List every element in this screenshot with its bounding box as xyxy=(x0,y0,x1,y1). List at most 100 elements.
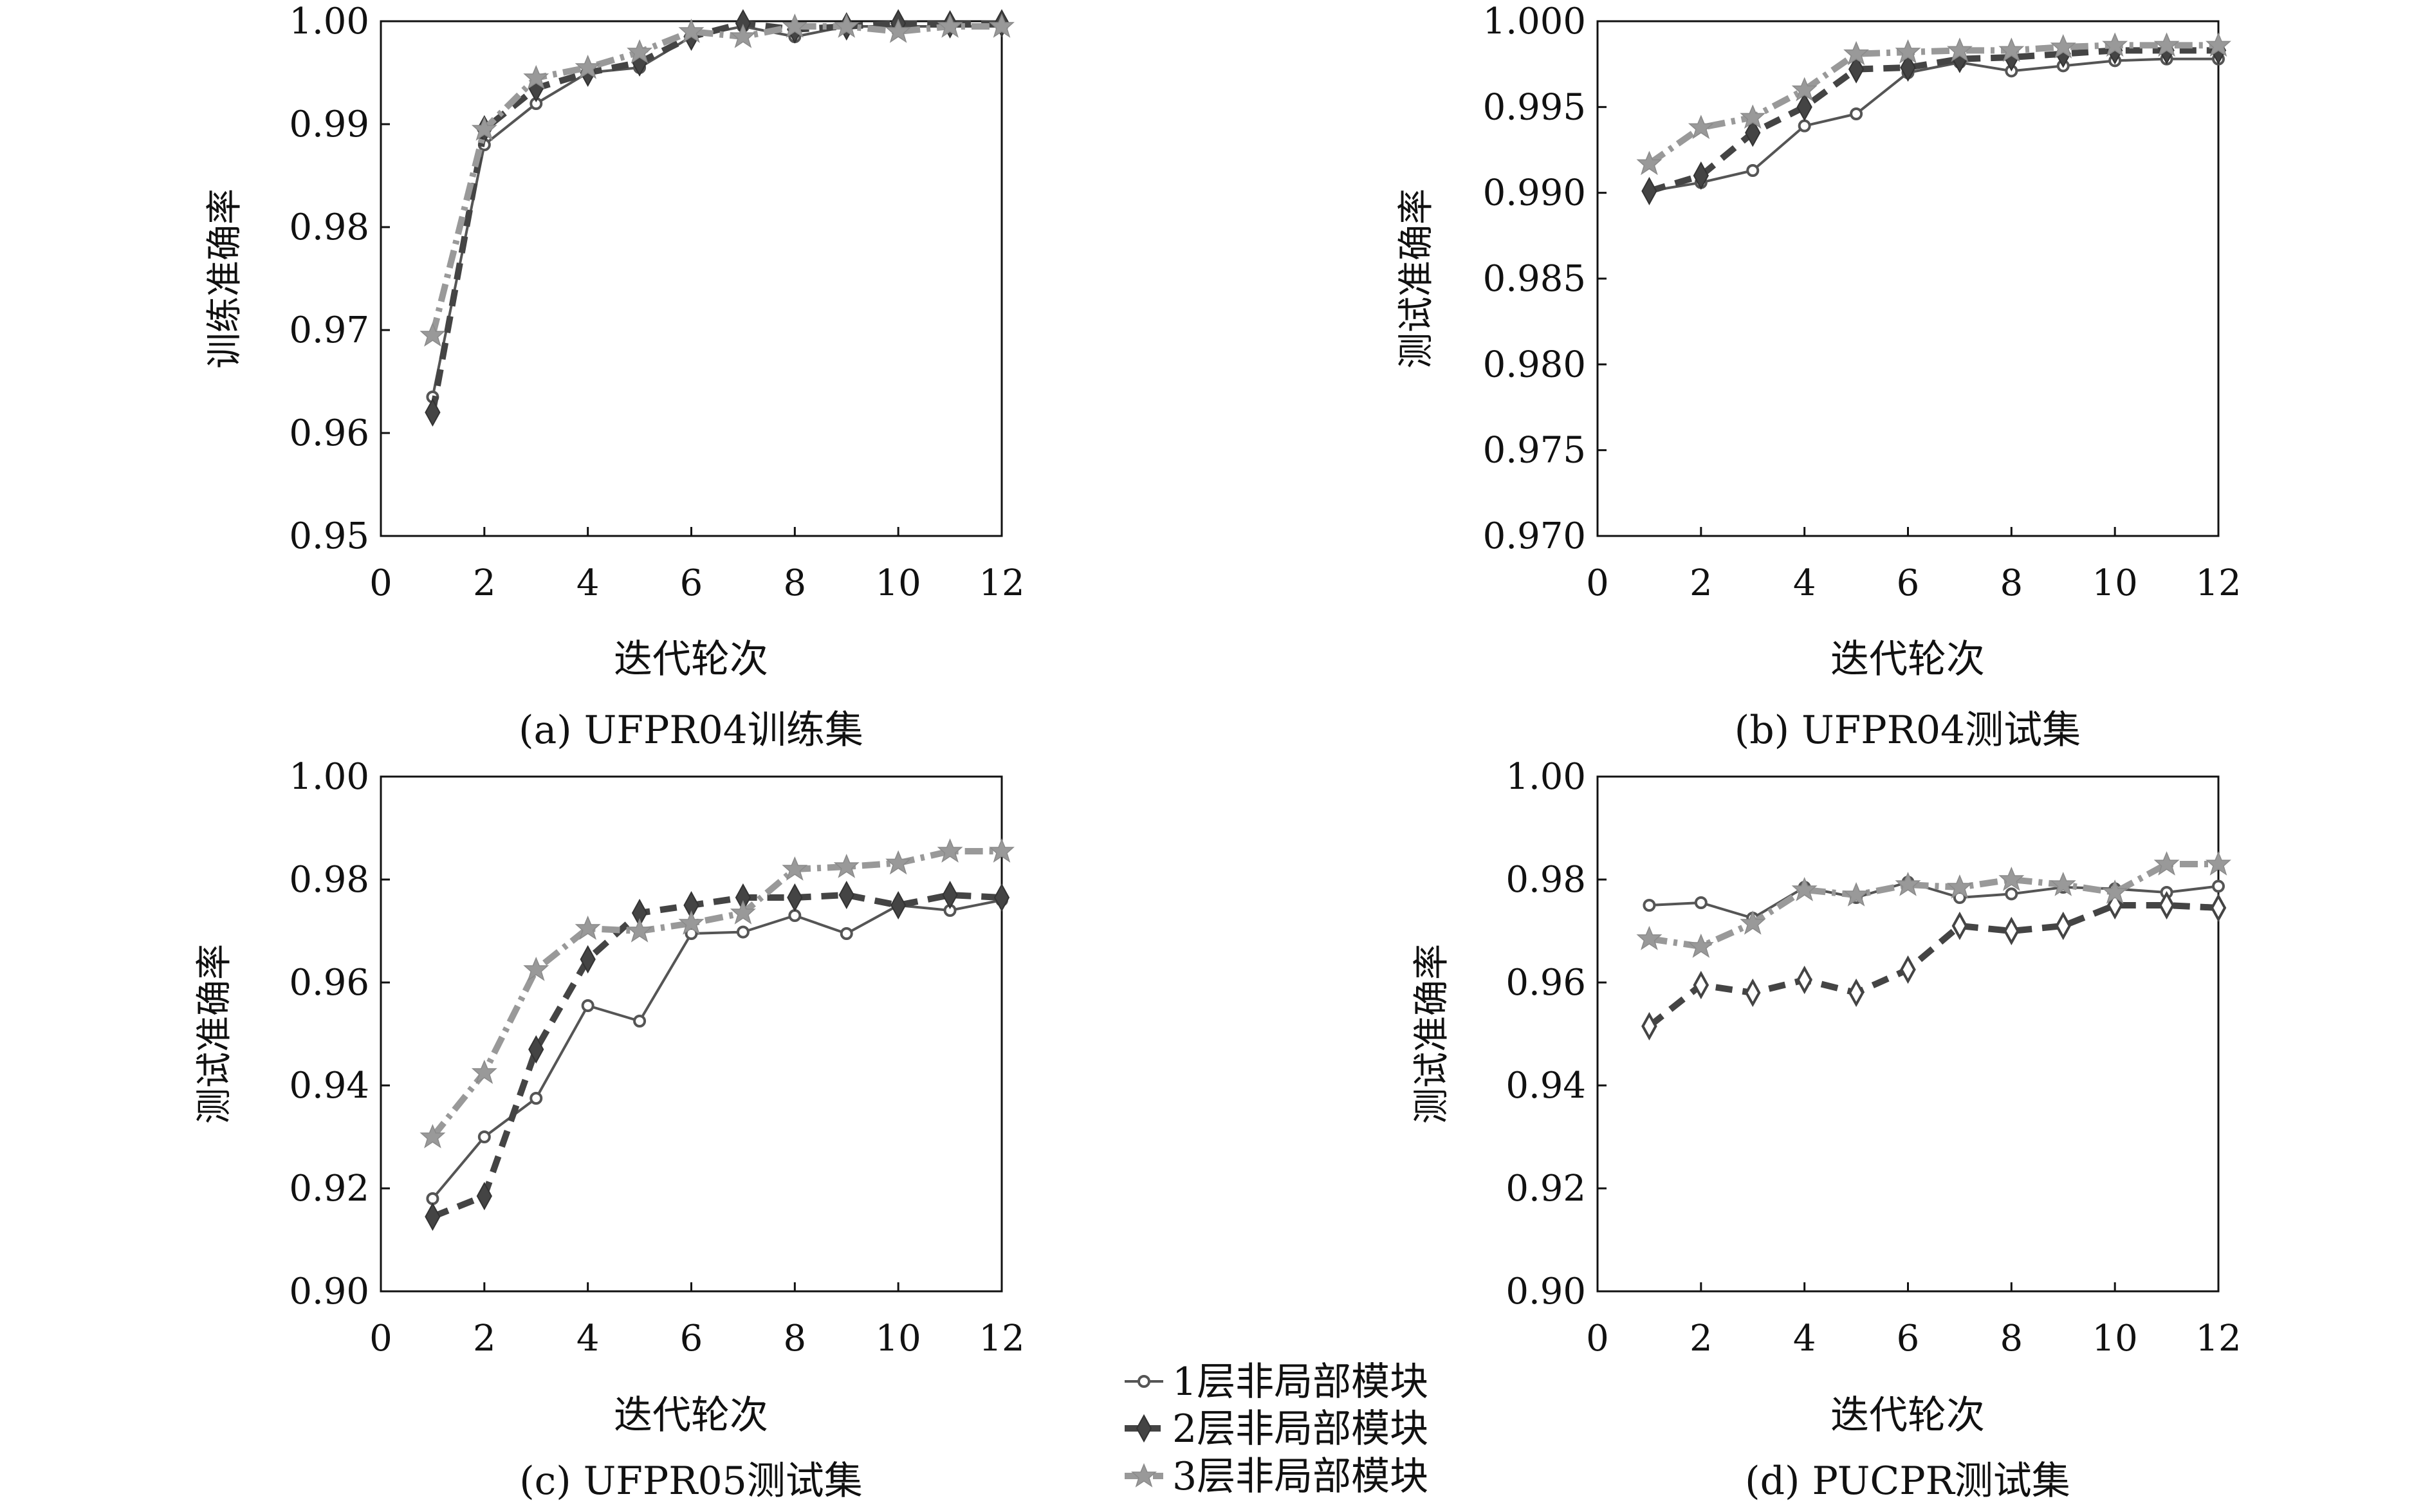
panel-a-caption: (a) UFPR04训练集 xyxy=(519,708,863,753)
panel-d-series-2-point xyxy=(2004,918,2020,944)
panel-b-ytick-label: 0.990 xyxy=(1483,172,1586,214)
panel-c-ylabel: 测试准确率 xyxy=(194,944,235,1124)
panel-d-series-2-point xyxy=(1693,972,1709,998)
panel-c-series-2-point xyxy=(994,884,1009,911)
panel-c-series-1-point xyxy=(788,909,802,922)
panel-d-series-2-point xyxy=(2159,892,2175,918)
panel-a-plot: 0.95 0.96 0.97 0.98 0.99 1.00 0 2 4 6 8 10 12 xyxy=(289,1,1024,604)
panel-d-ytick-label: 0.98 xyxy=(1506,859,1586,901)
panel-c-series-1-point xyxy=(581,999,594,1012)
panel-d-series-1-point xyxy=(2212,880,2225,893)
panel-a-xtick-label: 6 xyxy=(680,562,703,604)
panel-c-series-2-point xyxy=(890,892,907,919)
panel-d-series-3-point xyxy=(1792,878,1817,901)
panel-b-series-2-line xyxy=(1648,47,2218,194)
panel-b-series-1-point xyxy=(1850,107,1863,120)
panel-c-series-2-point xyxy=(787,884,803,911)
panel-c-series-1-point xyxy=(426,1192,439,1205)
panel-b: 0.970 0.975 0.980 0.985 0.990 0.995 1.000 0 2 4 6 8… xyxy=(1396,1,2242,753)
panel-c-ytick-label: 0.90 xyxy=(289,1271,369,1313)
panel-b-ytick-label: 1.000 xyxy=(1483,1,1586,42)
panel-c-series-1-point xyxy=(736,925,750,939)
panel-d: 0.90 0.92 0.94 0.96 0.98 1.00 0 2 4 6 8 10 12 迭代轮次 测… xyxy=(1411,756,2242,1504)
panel-c-xlabel: 迭代轮次 xyxy=(614,1393,768,1438)
panel-d-xtick-label: 12 xyxy=(2195,1318,2241,1360)
panel-b-caption: (b) UFPR04测试集 xyxy=(1735,708,2081,753)
panel-d-series-3-point xyxy=(1895,872,1921,896)
panel-c-ytick-label: 0.94 xyxy=(289,1065,369,1107)
panel-c-xtick-label: 10 xyxy=(876,1318,921,1360)
panel-b-series-2-point xyxy=(1641,178,1657,205)
panel-c-xtick-label: 0 xyxy=(369,1318,392,1360)
panel-a-ytick-label: 0.98 xyxy=(289,207,369,248)
panel-a-ylabel: 训练准确率 xyxy=(204,189,246,369)
panel-c-series-3-point xyxy=(834,854,859,878)
panel-b-xtick-label: 10 xyxy=(2092,562,2138,604)
panel-b-xlabel: 迭代轮次 xyxy=(1830,637,1985,682)
panel-d-series-1-point xyxy=(1643,899,1656,912)
panel-c-xtick-label: 4 xyxy=(576,1318,600,1360)
panel-a-series-1-line xyxy=(431,25,1002,398)
panel-a-xtick-label: 8 xyxy=(784,562,807,604)
panel-b-ytick-label: 0.975 xyxy=(1483,430,1586,472)
panel-d-ytick-label: 0.94 xyxy=(1506,1065,1586,1107)
panel-a-xlabel: 迭代轮次 xyxy=(614,637,768,682)
panel-d-series-1-line xyxy=(1649,881,2219,919)
panel-c-series-1-point xyxy=(840,927,853,940)
panel-a-ytick-label: 0.95 xyxy=(289,515,369,557)
panel-a-plot-frame xyxy=(380,20,1003,537)
panel-d-ytick-label: 0.92 xyxy=(1506,1168,1586,1210)
panel-b-ytick-label: 0.970 xyxy=(1483,515,1586,557)
panel-c-xtick-label: 12 xyxy=(979,1318,1024,1360)
legend-entry-2: 2层非局部模块 xyxy=(1125,1406,1428,1452)
panel-c-series-2-point xyxy=(942,881,958,908)
panel-a-series-2-point xyxy=(425,399,441,426)
panel-b-plot: 0.970 0.975 0.980 0.985 0.990 0.995 1.000 0 2 4 6 8… xyxy=(1483,1,2242,604)
panel-a-xtick-label: 0 xyxy=(369,562,392,604)
panel-c-series-2-point xyxy=(838,881,854,908)
legend-label-1: 1层非局部模块 xyxy=(1172,1360,1428,1405)
panel-d-series-2-point xyxy=(2055,913,2071,939)
panel-b-ytick-label: 0.980 xyxy=(1483,344,1586,385)
panel-d-series-3-line xyxy=(1648,861,2218,950)
panel-c: 0.90 0.92 0.94 0.96 0.98 1.00 0 2 4 6 8 10 12 迭代轮次 测… xyxy=(194,756,1025,1504)
panel-a-series-3-line xyxy=(429,23,1002,337)
panel-a-ytick-label: 0.96 xyxy=(289,412,369,454)
panel-d-series-3-point xyxy=(1637,927,1662,950)
panel-a-xtick-label: 12 xyxy=(979,562,1024,604)
panel-b-xtick-label: 12 xyxy=(2195,562,2241,604)
legend-entry-3: 3层非局部模块 xyxy=(1125,1454,1428,1499)
panel-c-series-3-point xyxy=(937,839,963,862)
panel-c-series-1-point xyxy=(477,1130,491,1143)
panel-b-series-3-line xyxy=(1647,42,2218,167)
panel-c-series-3-point xyxy=(886,851,910,874)
panel-a-series-3-point xyxy=(420,323,445,346)
legend-entry-1: 1层非局部模块 xyxy=(1125,1360,1428,1405)
legend-label-3: 3层非局部模块 xyxy=(1172,1454,1428,1499)
panel-d-plot: 0.90 0.92 0.94 0.96 0.98 1.00 0 2 4 6 8 10 12 xyxy=(1506,756,2241,1360)
legend-label-2: 2层非局部模块 xyxy=(1172,1406,1428,1452)
panel-d-series-2-line xyxy=(1647,902,2219,1029)
panel-c-ytick-label: 0.96 xyxy=(289,962,369,1004)
panel-d-xlabel: 迭代轮次 xyxy=(1830,1393,1985,1438)
panel-c-ytick-label: 0.92 xyxy=(289,1168,369,1210)
panel-d-xtick-label: 10 xyxy=(2092,1318,2138,1360)
panel-b-series-1-line xyxy=(1649,57,2218,192)
panel-c-ytick-label: 0.98 xyxy=(289,859,369,901)
panel-c-ytick-label: 1.00 xyxy=(289,756,369,798)
panel-d-series-2-point xyxy=(1796,967,1812,993)
panel-c-series-2-point xyxy=(425,1203,441,1230)
panel-d-xtick-label: 0 xyxy=(1586,1318,1609,1360)
panel-c-plot-frame xyxy=(380,775,1003,1293)
panel-d-series-2-point xyxy=(1641,1013,1657,1039)
panel-d-series-2-point xyxy=(1745,980,1761,1006)
panel-b-plot-frame xyxy=(1596,20,2220,537)
panel-b-ytick-label: 0.985 xyxy=(1483,258,1586,300)
panel-a-ytick-label: 0.99 xyxy=(289,104,369,145)
legend: 1层非局部模块 2层非局部模块 3层非局部模块 xyxy=(1125,1360,1428,1499)
panel-b-series-1-point xyxy=(1798,119,1811,133)
panel-d-series-2-point xyxy=(2211,895,2226,921)
panel-b-xtick-label: 8 xyxy=(2000,562,2023,604)
panel-c-series-1-point xyxy=(530,1092,543,1105)
